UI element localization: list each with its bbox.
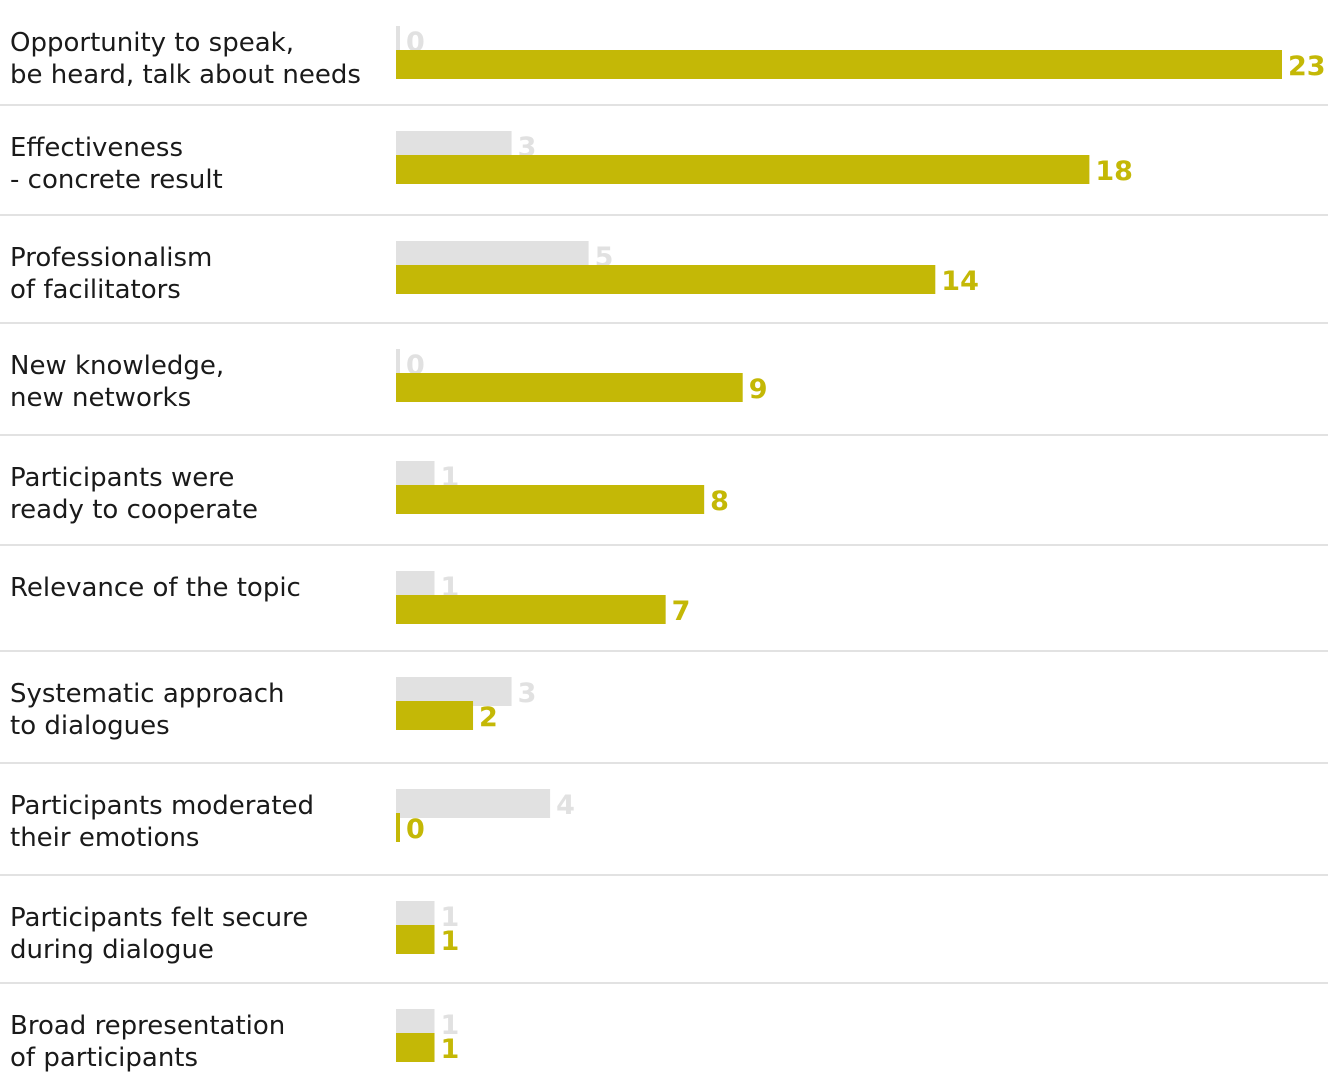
- category-label: Participants moderated: [10, 791, 314, 821]
- bar-gold: [396, 701, 474, 730]
- category-label: during dialogue: [10, 935, 214, 965]
- chart-row: Relevance of the topic 17: [0, 571, 1328, 652]
- category-label: of facilitators: [10, 275, 181, 305]
- bar-gray: [396, 26, 400, 55]
- data-label: 1: [441, 902, 460, 933]
- data-label: 14: [941, 266, 979, 297]
- bar-gold: [396, 155, 1090, 184]
- data-label: 18: [1095, 156, 1133, 187]
- category-label: Participants felt secure: [10, 903, 308, 933]
- category-label: Opportunity to speak,: [10, 28, 294, 58]
- category-label: Effectiveness: [10, 133, 183, 163]
- category-label: new networks: [10, 383, 191, 413]
- data-label: 9: [749, 374, 768, 405]
- category-label: be heard, talk about needs: [10, 60, 361, 90]
- bar-gold: [396, 925, 435, 954]
- bar-gray: [396, 349, 400, 378]
- data-label: 1: [441, 1034, 460, 1065]
- bar-gold: [396, 265, 936, 294]
- data-label: 8: [710, 486, 729, 517]
- category-label: Relevance of the topic: [10, 573, 301, 603]
- data-label: 0: [406, 814, 425, 845]
- data-label: 4: [556, 790, 575, 821]
- data-label: 1: [441, 1010, 460, 1041]
- category-label: Broad representation: [10, 1011, 285, 1041]
- data-label: 1: [441, 926, 460, 957]
- category-label: New knowledge,: [10, 351, 224, 381]
- category-label: Participants were: [10, 463, 234, 493]
- data-label: 3: [518, 678, 537, 709]
- category-label: their emotions: [10, 823, 199, 853]
- category-label: Systematic approach: [10, 679, 285, 709]
- category-label: - concrete result: [10, 165, 223, 195]
- chart-rows: Opportunity to speak,be heard, talk abou…: [0, 26, 1328, 1073]
- category-label: of participants: [10, 1043, 198, 1073]
- bar-gold: [396, 595, 666, 624]
- category-label: to dialogues: [10, 711, 170, 741]
- bar-gold: [396, 485, 705, 514]
- bar-gold: [396, 813, 400, 842]
- bar-gold: [396, 50, 1282, 79]
- category-label: ready to cooperate: [10, 495, 258, 525]
- chart-row: Opportunity to speak,be heard, talk abou…: [0, 26, 1328, 106]
- data-label: 7: [672, 596, 691, 627]
- data-label: 23: [1288, 51, 1326, 82]
- bar-gray: [396, 789, 551, 818]
- bar-gold: [396, 373, 743, 402]
- category-label: Professionalism: [10, 243, 212, 273]
- bar-gold: [396, 1033, 435, 1062]
- data-label: 2: [479, 702, 498, 733]
